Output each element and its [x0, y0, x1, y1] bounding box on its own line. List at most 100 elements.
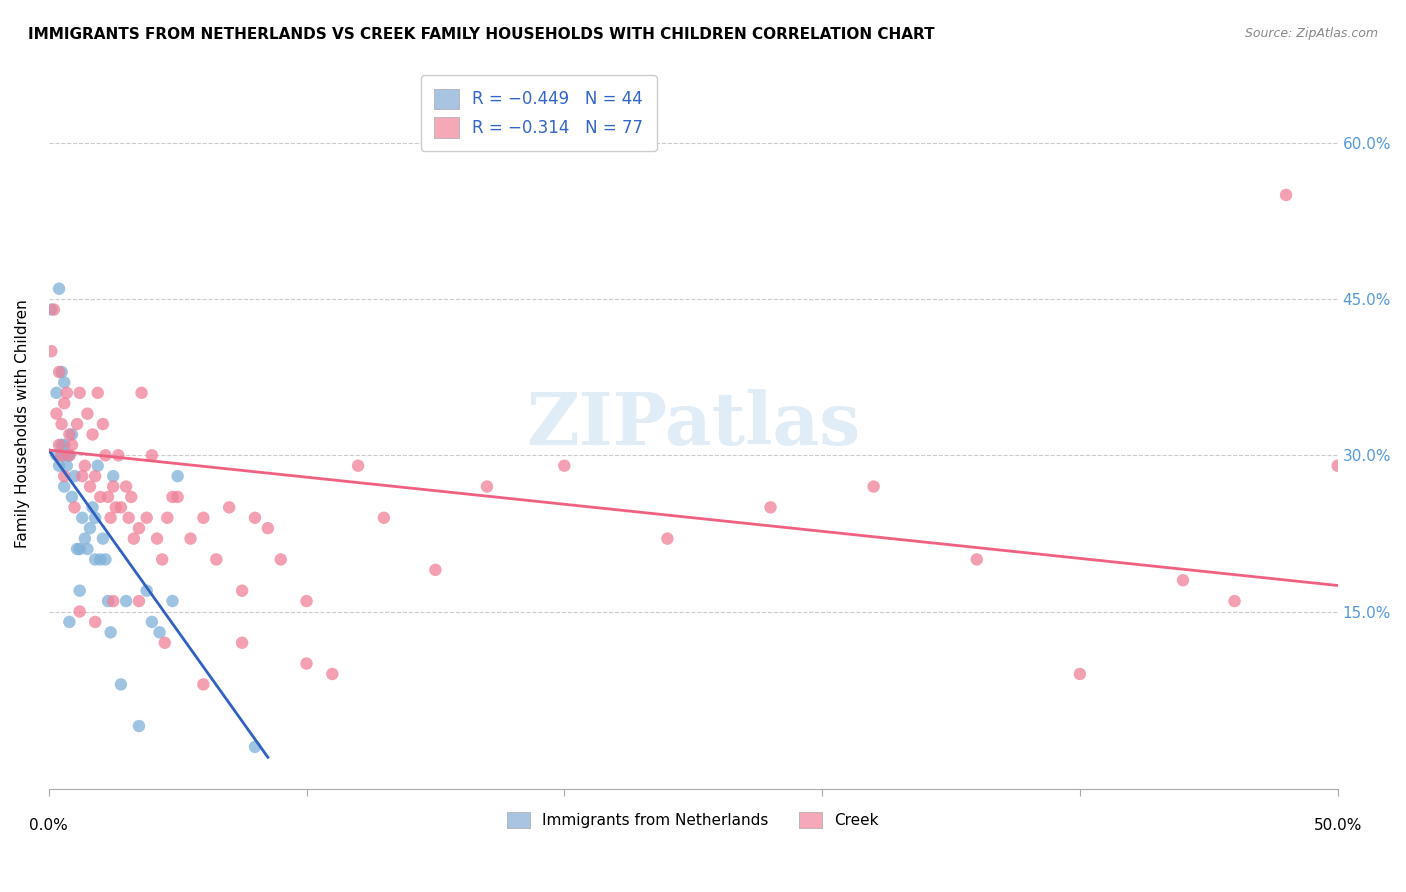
Point [56, 385, 79, 400]
Point [58, 448, 80, 462]
Point [553, 458, 575, 473]
Text: IMMIGRANTS FROM NETHERLANDS VS CREEK FAMILY HOUSEHOLDS WITH CHILDREN CORRELATION: IMMIGRANTS FROM NETHERLANDS VS CREEK FAM… [28, 27, 935, 42]
Point [295, 594, 318, 608]
Point [103, 469, 125, 483]
Point [91, 532, 114, 546]
Point [1069, 667, 1091, 681]
Point [110, 677, 132, 691]
Point [69, 605, 91, 619]
Point [97, 594, 120, 608]
Point [53, 376, 76, 390]
Point [97, 490, 120, 504]
Point [69, 583, 91, 598]
Point [862, 479, 884, 493]
Point [94, 552, 117, 566]
Point [107, 448, 129, 462]
Point [63, 500, 86, 515]
Point [72, 510, 94, 524]
Point [87, 458, 110, 473]
Point [120, 490, 142, 504]
Point [135, 510, 157, 524]
Point [128, 521, 150, 535]
Point [115, 594, 138, 608]
Point [104, 500, 127, 515]
Point [89, 490, 111, 504]
Point [79, 479, 101, 493]
Point [48, 438, 70, 452]
Point [41, 302, 63, 317]
Point [193, 677, 215, 691]
Point [966, 552, 988, 566]
Point [66, 417, 89, 431]
Point [1326, 458, 1348, 473]
Point [73, 532, 96, 546]
Text: ZIPatlas: ZIPatlas [526, 389, 860, 459]
Point [657, 532, 679, 546]
Point [141, 615, 163, 629]
Point [162, 594, 184, 608]
Point [110, 500, 132, 515]
Point [115, 479, 138, 493]
Point [84, 552, 107, 566]
Point [60, 427, 83, 442]
Point [180, 532, 202, 546]
Point [48, 458, 70, 473]
Y-axis label: Family Households with Children: Family Households with Children [15, 300, 30, 549]
Point [162, 490, 184, 504]
Point [51, 438, 73, 452]
Point [131, 385, 153, 400]
Point [146, 532, 169, 546]
Point [60, 490, 83, 504]
Point [166, 490, 188, 504]
Point [45, 448, 67, 462]
Point [295, 657, 318, 671]
Point [156, 510, 179, 524]
Point [63, 469, 86, 483]
Point [166, 469, 188, 483]
Point [76, 407, 98, 421]
Point [100, 510, 122, 524]
Point [45, 407, 67, 421]
Text: 50.0%: 50.0% [1313, 818, 1362, 833]
Point [1171, 574, 1194, 588]
Point [53, 438, 76, 452]
Point [141, 448, 163, 462]
Point [84, 469, 107, 483]
Point [100, 625, 122, 640]
Point [79, 521, 101, 535]
Point [231, 636, 253, 650]
Point [321, 667, 343, 681]
Point [48, 282, 70, 296]
Point [425, 563, 447, 577]
Point [84, 615, 107, 629]
Point [76, 541, 98, 556]
Point [243, 739, 266, 754]
Point [66, 541, 89, 556]
Point [218, 500, 240, 515]
Point [373, 510, 395, 524]
Point [53, 396, 76, 410]
Point [135, 583, 157, 598]
Text: 0.0%: 0.0% [30, 818, 67, 833]
Point [45, 385, 67, 400]
Point [51, 417, 73, 431]
Point [89, 552, 111, 566]
Point [128, 719, 150, 733]
Point [128, 594, 150, 608]
Point [42, 302, 65, 317]
Point [1275, 188, 1298, 202]
Point [53, 469, 76, 483]
Point [53, 479, 76, 493]
Point [48, 365, 70, 379]
Point [759, 500, 782, 515]
Point [82, 427, 104, 442]
Point [87, 385, 110, 400]
Point [193, 510, 215, 524]
Point [51, 448, 73, 462]
Point [122, 532, 145, 546]
Point [347, 458, 370, 473]
Point [60, 438, 83, 452]
Point [103, 479, 125, 493]
Point [153, 636, 176, 650]
Point [118, 510, 141, 524]
